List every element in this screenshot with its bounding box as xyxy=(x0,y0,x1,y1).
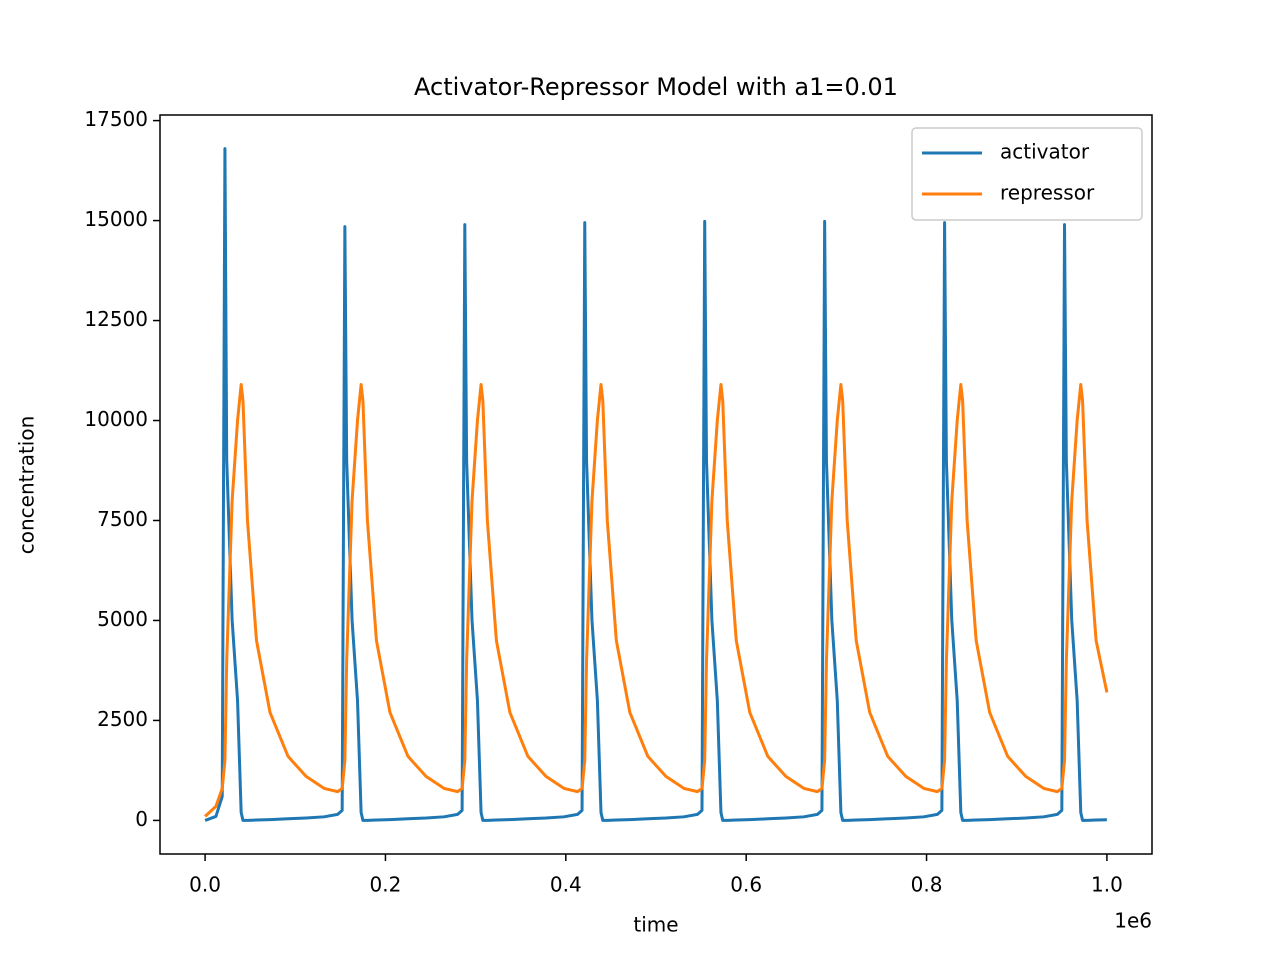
y-tick-label: 2500 xyxy=(97,707,148,731)
y-tick-label: 7500 xyxy=(97,507,148,531)
y-tick-label: 10000 xyxy=(84,407,148,431)
line-series xyxy=(204,147,1107,822)
chart-title: Activator-Repressor Model with a1=0.01 xyxy=(414,73,898,101)
y-axis-label: concentration xyxy=(15,416,39,555)
y-tick-label: 12500 xyxy=(84,307,148,331)
line-series xyxy=(204,383,1109,818)
y-tick-label: 5000 xyxy=(97,607,148,631)
y-tick-label: 0 xyxy=(135,807,148,831)
y-tick-label: 15000 xyxy=(84,207,148,231)
x-tick-label: 0.2 xyxy=(370,873,402,897)
x-axis-label: time xyxy=(633,913,678,937)
legend-label: activator xyxy=(1000,140,1090,164)
legend-frame xyxy=(911,127,1143,221)
x-offset-label: 1e6 xyxy=(1114,909,1152,933)
x-tick-label: 0.0 xyxy=(189,873,221,897)
x-tick-label: 0.4 xyxy=(550,873,582,897)
y-tick-label: 17500 xyxy=(84,107,148,131)
x-tick-label: 0.6 xyxy=(730,873,762,897)
legend-label: repressor xyxy=(1000,181,1095,205)
legend: activator repressor xyxy=(911,127,1143,221)
axes-frame xyxy=(159,114,1153,855)
x-tick-label: 1.0 xyxy=(1091,873,1123,897)
x-tick-label: 0.8 xyxy=(911,873,943,897)
